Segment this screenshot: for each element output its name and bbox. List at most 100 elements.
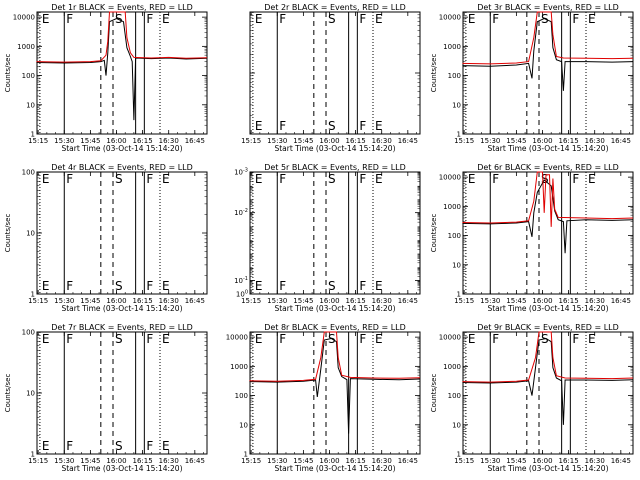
- x-tick-label: 15:45: [293, 297, 313, 305]
- y-tick-label: 1: [457, 451, 461, 459]
- marker-letter: E: [375, 119, 383, 133]
- marker-letter: E: [588, 332, 596, 346]
- panel-det-6: Det 6r BLACK = Events, RED = LLD 15:15 15:…: [430, 163, 634, 313]
- lld-series-line: [462, 11, 634, 65]
- x-tick-label: 16:15: [346, 457, 366, 465]
- x-tick-label: 16:30: [585, 137, 605, 145]
- x-tick-label: 15:15: [28, 137, 48, 145]
- marker-letter: E: [42, 439, 50, 453]
- x-tick-label: 16:30: [372, 457, 392, 465]
- marker-letter: F: [492, 12, 499, 26]
- marker-letter: E: [162, 172, 170, 186]
- x-tick-label: 16:15: [346, 137, 366, 145]
- marker-letter: F: [66, 172, 73, 186]
- marker-letter: S: [328, 279, 336, 293]
- panel-det-2: Det 2r BLACK = Events, RED = LLD 15:15 15:…: [241, 3, 421, 153]
- panel-title: Det 1r BLACK = Events, RED = LLD: [51, 3, 193, 12]
- marker-letter: E: [468, 12, 476, 26]
- marker-letter: F: [66, 12, 73, 26]
- y-tick-label: 10: [26, 390, 35, 398]
- lld-series-line: [36, 11, 208, 63]
- x-axis-label: Start Time (03-Oct-14 15:14:20): [274, 464, 395, 473]
- x-tick-label: 15:30: [480, 137, 500, 145]
- marker-letter: F: [492, 332, 499, 346]
- x-tick-label: 15:30: [54, 457, 74, 465]
- y-tick-label: 100: [448, 72, 461, 80]
- y-tick-label: 10-2: [234, 208, 248, 217]
- marker-letter: F: [492, 172, 499, 186]
- x-tick-label: 15:30: [480, 297, 500, 305]
- x-tick-label: 15:45: [506, 457, 526, 465]
- y-axis-label: Counts/sec: [4, 214, 12, 253]
- x-tick-label: 15:30: [267, 457, 287, 465]
- x-tick-label: 15:45: [293, 137, 313, 145]
- marker-letter: E: [255, 279, 263, 293]
- panel-title: Det 5r BLACK = Events, RED = LLD: [264, 163, 406, 172]
- lld-series-line: [462, 331, 634, 383]
- y-tick-label: 1: [244, 451, 248, 459]
- y-tick-label: 1000: [443, 203, 461, 211]
- marker-letter: F: [572, 332, 579, 346]
- marker-letter: F: [146, 12, 153, 26]
- x-tick-label: 16:15: [559, 457, 579, 465]
- marker-letter: S: [115, 12, 123, 26]
- y-tick-label: 10000: [439, 334, 461, 342]
- x-tick-label: 16:15: [133, 297, 153, 305]
- panel-det-1: Det 1r BLACK = Events, RED = LLD 15:15 15:…: [4, 3, 208, 153]
- marker-letter: S: [328, 119, 336, 133]
- x-tick-label: 16:45: [185, 457, 205, 465]
- marker-letter: E: [42, 332, 50, 346]
- y-tick-label: 100: [22, 72, 35, 80]
- x-tick-label: 16:45: [185, 297, 205, 305]
- y-axis-label: Counts/sec: [430, 54, 438, 93]
- marker-letter: S: [115, 332, 123, 346]
- events-series-line: [462, 337, 634, 425]
- marker-letter: E: [42, 172, 50, 186]
- marker-letter: F: [146, 439, 153, 453]
- x-tick-label: 15:30: [54, 137, 74, 145]
- marker-letter: F: [572, 12, 579, 26]
- x-axis-label: Start Time (03-Oct-14 15:14:20): [61, 304, 182, 313]
- marker-letter: F: [279, 172, 286, 186]
- marker-letter: S: [541, 172, 549, 186]
- x-tick-label: 15:15: [241, 457, 261, 465]
- x-tick-label: 16:45: [611, 137, 631, 145]
- marker-letter: E: [255, 172, 263, 186]
- y-tick-label: 100: [22, 329, 35, 337]
- x-tick-label: 15:15: [28, 457, 48, 465]
- y-tick-label: 1: [31, 291, 35, 299]
- marker-letter: F: [359, 332, 366, 346]
- x-tick-label: 15:15: [28, 297, 48, 305]
- x-tick-label: 16:15: [346, 297, 366, 305]
- x-tick-label: 15:15: [241, 137, 261, 145]
- y-tick-label: 10000: [439, 174, 461, 182]
- x-tick-label: 15:15: [241, 297, 261, 305]
- x-tick-label: 16:00: [319, 137, 339, 145]
- x-tick-label: 15:45: [293, 457, 313, 465]
- x-tick-label: 15:30: [267, 137, 287, 145]
- panel-title: Det 2r BLACK = Events, RED = LLD: [264, 3, 406, 12]
- x-tick-label: 15:45: [506, 137, 526, 145]
- marker-letter: F: [279, 279, 286, 293]
- marker-letter: E: [162, 12, 170, 26]
- y-tick-label: 10-3: [234, 168, 248, 177]
- y-tick-label: 1: [31, 131, 35, 139]
- marker-letter: E: [375, 172, 383, 186]
- x-tick-label: 16:30: [159, 137, 179, 145]
- panel-det-4: Det 4r BLACK = Events, RED = LLD 15:15 15:…: [4, 163, 208, 313]
- marker-letter: E: [375, 279, 383, 293]
- marker-letter: S: [328, 172, 336, 186]
- y-tick-label: 1: [457, 291, 461, 299]
- x-tick-label: 15:30: [54, 297, 74, 305]
- marker-letter: E: [375, 12, 383, 26]
- x-tick-label: 15:15: [454, 457, 474, 465]
- y-tick-label: 1: [457, 131, 461, 139]
- y-tick-label: 100: [448, 392, 461, 400]
- x-axis-label: Start Time (03-Oct-14 15:14:20): [487, 304, 608, 313]
- x-tick-label: 15:45: [80, 137, 100, 145]
- x-tick-label: 15:45: [80, 457, 100, 465]
- x-tick-label: 16:00: [106, 457, 126, 465]
- y-axis-label: Counts/sec: [4, 374, 12, 413]
- marker-letter: S: [115, 439, 123, 453]
- marker-letter: F: [279, 332, 286, 346]
